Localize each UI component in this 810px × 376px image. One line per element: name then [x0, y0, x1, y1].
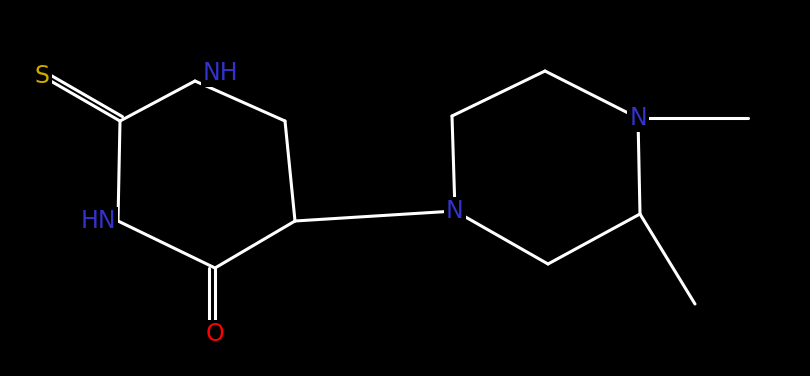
Text: O: O [206, 322, 224, 346]
Text: HN: HN [80, 209, 116, 233]
Text: NH: NH [203, 61, 239, 85]
Text: N: N [629, 106, 647, 130]
Text: S: S [35, 64, 49, 88]
Text: N: N [446, 199, 464, 223]
